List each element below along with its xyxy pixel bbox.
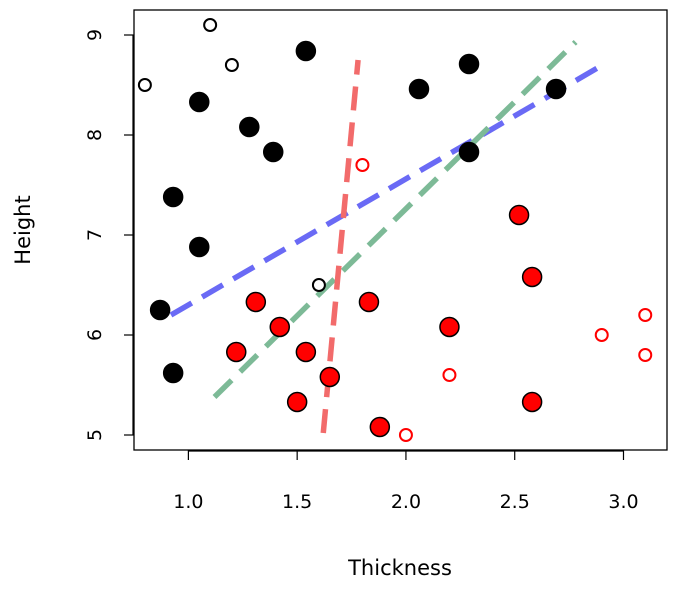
point-filled-red <box>245 291 267 313</box>
point-filled-red <box>319 366 341 388</box>
y-tick-label: 5 <box>84 429 106 441</box>
point-filled-black <box>162 362 184 384</box>
x-tick-label: 1.0 <box>173 491 203 513</box>
point-filled-black <box>408 78 430 100</box>
point-filled-red <box>369 416 391 438</box>
point-filled-red <box>521 266 543 288</box>
x-tick-label: 2.0 <box>391 491 421 513</box>
y-tick-label: 9 <box>84 29 106 41</box>
point-filled-black <box>189 236 210 258</box>
fit-lines <box>169 40 608 434</box>
point-filled-red <box>521 391 543 413</box>
point-filled-red <box>225 341 247 363</box>
red-line-dashed <box>320 59 361 434</box>
x-tick-label: 2.5 <box>500 491 530 513</box>
point-open-red <box>398 428 413 442</box>
point-filled-black <box>458 53 480 75</box>
point-open-black <box>224 58 239 72</box>
y-tick-label: 7 <box>84 229 106 241</box>
point-filled-black <box>149 299 171 321</box>
y-tick-label: 6 <box>84 329 106 341</box>
point-open-red <box>638 308 653 322</box>
plot-frame <box>133 9 668 451</box>
x-tick-label: 3.0 <box>608 491 638 513</box>
point-filled-black <box>189 91 210 113</box>
point-open-red <box>355 158 370 172</box>
x-tick-label: 1.5 <box>282 491 312 513</box>
point-filled-black <box>239 116 260 138</box>
green-line-dashed <box>212 40 578 399</box>
y-tick-label: 8 <box>84 129 106 141</box>
data-points <box>137 18 653 442</box>
point-filled-black <box>458 141 480 163</box>
point-open-red <box>442 368 457 382</box>
y-axis: 5 6 7 8 9 <box>84 29 134 441</box>
point-filled-red <box>358 291 380 313</box>
x-axis-label: Thickness <box>347 556 452 580</box>
point-open-black <box>311 278 326 292</box>
point-filled-red <box>295 341 317 363</box>
point-filled-black <box>295 40 317 62</box>
point-filled-black <box>262 141 284 163</box>
point-open-red <box>594 328 609 342</box>
point-open-black <box>203 18 218 32</box>
point-filled-red <box>439 316 460 338</box>
y-axis-label: Height <box>11 195 35 264</box>
blue-line-dashed <box>169 60 608 318</box>
point-open-black <box>137 78 152 92</box>
x-axis: 1.0 1.5 2.0 2.5 3.0 <box>173 450 639 513</box>
point-open-red <box>638 348 653 362</box>
point-filled-red <box>508 204 530 226</box>
point-filled-red <box>286 391 308 413</box>
point-filled-black <box>545 78 567 100</box>
point-filled-red <box>269 316 291 338</box>
point-filled-black <box>162 186 184 208</box>
